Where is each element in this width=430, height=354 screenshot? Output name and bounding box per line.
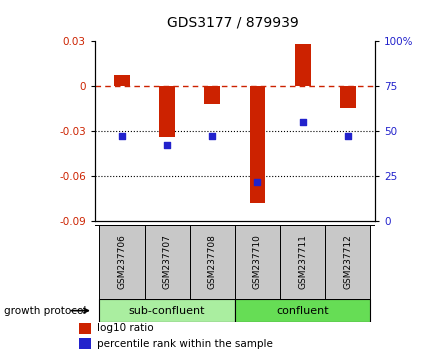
Text: growth protocol: growth protocol <box>4 306 86 316</box>
Bar <box>249 86 265 203</box>
FancyBboxPatch shape <box>325 225 370 299</box>
Text: GDS3177 / 879939: GDS3177 / 879939 <box>166 16 298 30</box>
FancyBboxPatch shape <box>189 225 234 299</box>
FancyBboxPatch shape <box>234 225 280 299</box>
Bar <box>159 86 175 137</box>
Point <box>118 133 125 139</box>
Bar <box>114 75 129 86</box>
Point <box>298 119 305 125</box>
Bar <box>294 44 310 86</box>
FancyBboxPatch shape <box>144 225 189 299</box>
Bar <box>339 86 355 108</box>
FancyBboxPatch shape <box>234 299 370 322</box>
Bar <box>79 338 91 349</box>
Point <box>344 133 350 139</box>
Point <box>253 179 260 184</box>
Text: GSM237712: GSM237712 <box>343 235 352 289</box>
Text: percentile rank within the sample: percentile rank within the sample <box>97 339 273 349</box>
Text: sub-confluent: sub-confluent <box>129 306 205 316</box>
Text: GSM237707: GSM237707 <box>162 234 171 290</box>
Point <box>163 143 170 148</box>
FancyBboxPatch shape <box>99 299 234 322</box>
Text: GSM237710: GSM237710 <box>252 234 261 290</box>
Text: GSM237711: GSM237711 <box>298 234 307 290</box>
Bar <box>79 324 91 334</box>
Bar <box>204 86 220 104</box>
Text: log10 ratio: log10 ratio <box>97 324 154 333</box>
Point <box>209 133 215 139</box>
Text: GSM237708: GSM237708 <box>207 234 216 290</box>
FancyBboxPatch shape <box>99 225 144 299</box>
FancyBboxPatch shape <box>280 225 325 299</box>
Text: confluent: confluent <box>276 306 328 316</box>
Text: GSM237706: GSM237706 <box>117 234 126 290</box>
